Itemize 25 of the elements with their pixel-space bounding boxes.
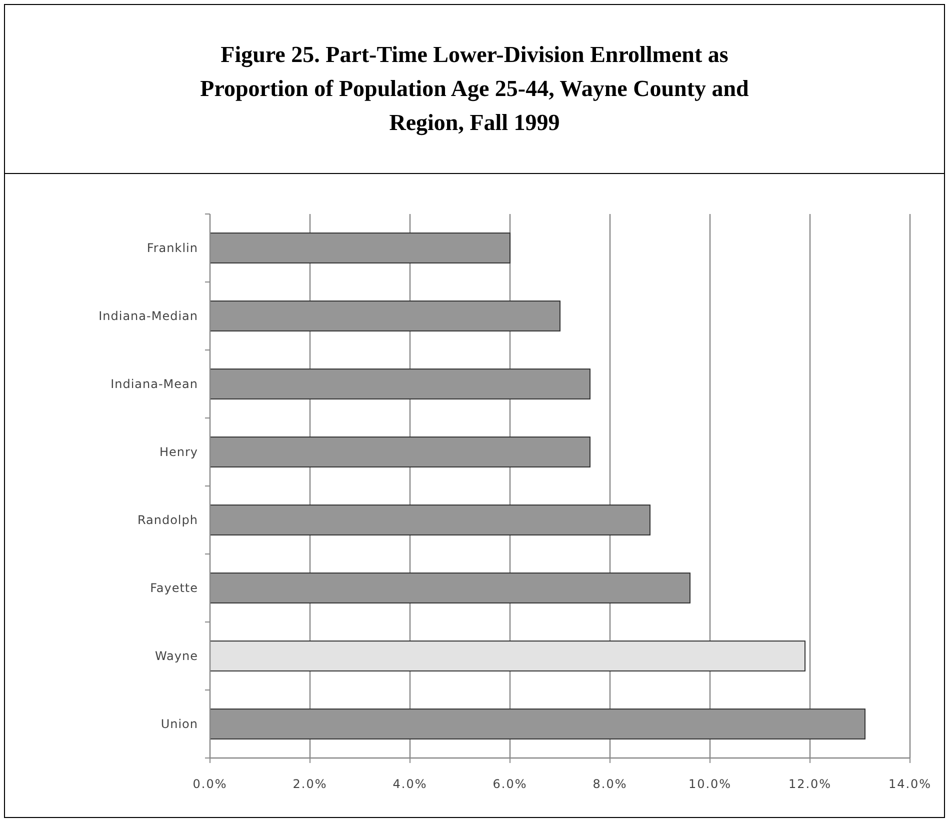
bar	[210, 300, 560, 332]
y-tick-label: Fayette	[150, 581, 198, 596]
bar	[210, 572, 690, 604]
y-tick-label: Franklin	[146, 241, 198, 256]
bar	[210, 504, 650, 536]
x-tick-label: 14.0%	[888, 777, 932, 791]
x-tick-label: 6.0%	[492, 777, 528, 791]
bar	[210, 708, 866, 740]
y-tick-label: Indiana-Mean	[110, 377, 198, 392]
bar	[210, 368, 590, 400]
bar	[210, 436, 590, 468]
y-tick-label: Henry	[159, 445, 198, 460]
x-tick-label: 10.0%	[688, 777, 732, 791]
x-tick-label: 0.0%	[192, 777, 228, 791]
y-tick-label: Wayne	[154, 649, 198, 664]
x-tick-label: 4.0%	[392, 777, 428, 791]
chart-title: Figure 25. Part-Time Lower-Division Enrollment as Proportion of Population Age 25-44, Wayne County and Region, Fall 1999	[200, 42, 750, 136]
bar	[210, 232, 510, 264]
y-tick-label: Randolph	[137, 513, 198, 528]
y-tick-label: Indiana-Median	[98, 309, 198, 324]
x-tick-label: 12.0%	[788, 777, 832, 791]
x-tick-label: 2.0%	[292, 777, 328, 791]
bar	[210, 640, 806, 672]
y-tick-label: Union	[160, 717, 198, 732]
x-tick-label: 8.0%	[592, 777, 628, 791]
